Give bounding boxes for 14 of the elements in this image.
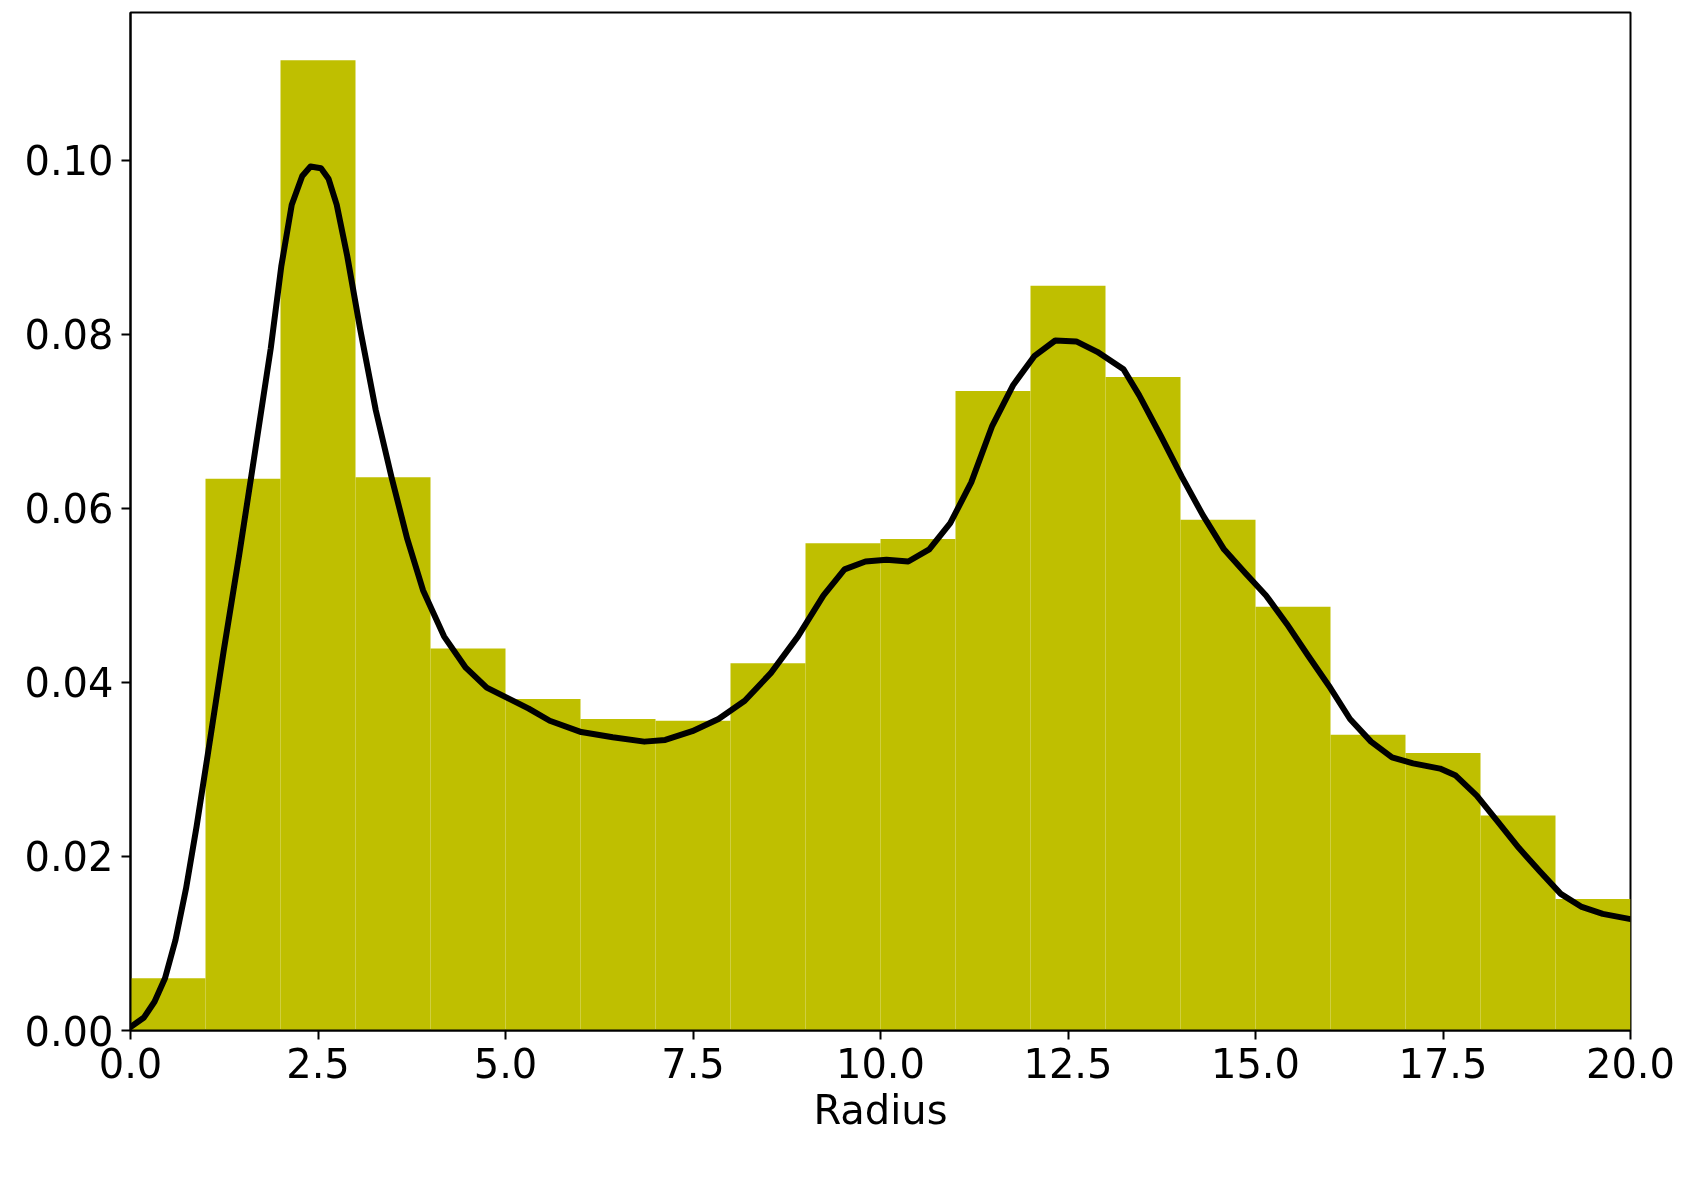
x-tick-label: 17.5	[1398, 1040, 1488, 1087]
x-tick-label: 5.0	[473, 1040, 538, 1087]
y-tick-label: 0.08	[24, 312, 114, 359]
x-tick-label: 2.5	[286, 1040, 350, 1087]
x-tick-label: 7.5	[661, 1040, 725, 1087]
x-tick-label: 10.0	[835, 1040, 926, 1087]
y-tick-label: 0.04	[24, 660, 114, 707]
y-tick-label: 0.10	[24, 138, 114, 185]
y-tick-label: 0.06	[24, 486, 114, 533]
y-tick-label: 0.02	[24, 834, 114, 881]
x-tick-label: 20.0	[1585, 1040, 1676, 1087]
x-axis-title: Radius	[813, 1086, 948, 1133]
x-tick-label: 15.0	[1210, 1040, 1301, 1087]
x-tick-label: 12.5	[1023, 1040, 1113, 1087]
